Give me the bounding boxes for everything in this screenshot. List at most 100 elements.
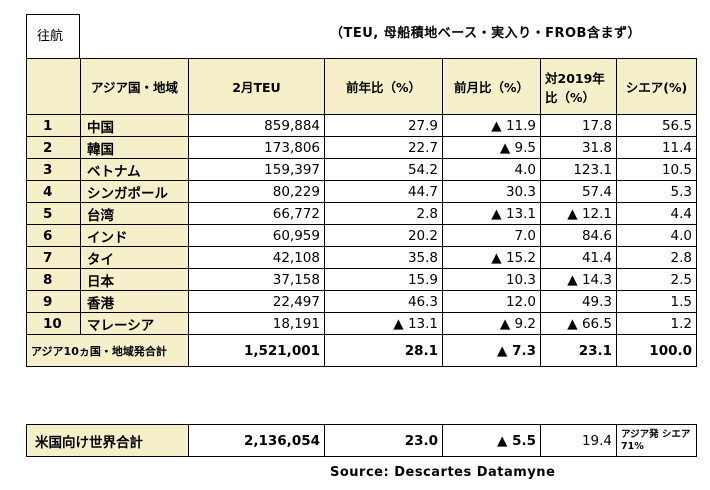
yoy-cell: 46.3 — [324, 290, 443, 313]
table-row: 10 マレーシア 18,191 ▲ 13.1 ▲ 9.2 ▲ 66.5 1.2 — [26, 312, 697, 335]
yoy-cell: 2.8 — [324, 202, 443, 225]
vs2019-cell: ▲ 14.3 — [540, 268, 617, 291]
yoy-cell: 54.2 — [324, 158, 443, 181]
container-volume-table: アジア国・地域 2月TEU 前年比（%） 前月比（%） 対2019年比（%） シ… — [26, 58, 697, 367]
share-cell: 11.4 — [616, 136, 697, 159]
rank-cell: 9 — [26, 290, 81, 313]
share-cell: 1.5 — [616, 290, 697, 313]
header-vs2019: 対2019年比（%） — [540, 58, 617, 115]
vs2019-cell: 57.4 — [540, 180, 617, 203]
rank-cell: 3 — [26, 158, 81, 181]
us-total-teu: 2,136,054 — [188, 424, 325, 457]
region-name-cell: 香港 — [80, 290, 189, 313]
table-row: 8 日本 37,158 15.9 10.3 ▲ 14.3 2.5 — [26, 268, 697, 291]
us-total-vs2019: 19.4 — [540, 424, 617, 457]
yoy-cell: 15.9 — [324, 268, 443, 291]
region-name-cell: ベトナム — [80, 158, 189, 181]
region-name-cell: 韓国 — [80, 136, 189, 159]
yoy-cell: 27.9 — [324, 114, 443, 137]
rank-cell: 5 — [26, 202, 81, 225]
mom-cell: ▲ 13.1 — [442, 202, 541, 225]
share-cell: 10.5 — [616, 158, 697, 181]
table-row: 2 韓国 173,806 22.7 ▲ 9.5 31.8 11.4 — [26, 136, 697, 159]
region-name-cell: 台湾 — [80, 202, 189, 225]
asia-total-mom: ▲ 7.3 — [442, 334, 541, 367]
mom-cell: ▲ 9.2 — [442, 312, 541, 335]
region-name-cell: 中国 — [80, 114, 189, 137]
us-total-yoy: 23.0 — [324, 424, 443, 457]
teu-cell: 60,959 — [188, 224, 325, 247]
mom-cell: 7.0 — [442, 224, 541, 247]
teu-cell: 42,108 — [188, 246, 325, 269]
vs2019-cell: 31.8 — [540, 136, 617, 159]
share-cell: 1.2 — [616, 312, 697, 335]
asia-total-yoy: 28.1 — [324, 334, 443, 367]
direction-label: 往航 — [26, 14, 80, 58]
teu-cell: 80,229 — [188, 180, 325, 203]
header-mom: 前月比（%） — [442, 58, 541, 115]
share-cell: 2.8 — [616, 246, 697, 269]
asia-share-note: アジア発 シエア 71% — [616, 424, 697, 457]
vs2019-cell: ▲ 66.5 — [540, 312, 617, 335]
mom-cell: ▲ 11.9 — [442, 114, 541, 137]
yoy-cell: 35.8 — [324, 246, 443, 269]
asia-total-teu: 1,521,001 — [188, 334, 325, 367]
asia-total-vs2019: 23.1 — [540, 334, 617, 367]
table-row: 9 香港 22,497 46.3 12.0 49.3 1.5 — [26, 290, 697, 313]
vs2019-cell: 49.3 — [540, 290, 617, 313]
share-cell: 2.5 — [616, 268, 697, 291]
asia-total-row: アジア10ヵ国・地域発合計 1,521,001 28.1 ▲ 7.3 23.1 … — [26, 334, 697, 367]
teu-cell: 22,497 — [188, 290, 325, 313]
table-header-row: アジア国・地域 2月TEU 前年比（%） 前月比（%） 対2019年比（%） シ… — [26, 58, 697, 115]
yoy-cell: ▲ 13.1 — [324, 312, 443, 335]
table-row: 1 中国 859,884 27.9 ▲ 11.9 17.8 56.5 — [26, 114, 697, 137]
table-row: 4 シンガポール 80,229 44.7 30.3 57.4 5.3 — [26, 180, 697, 203]
region-name-cell: インド — [80, 224, 189, 247]
rank-cell: 8 — [26, 268, 81, 291]
region-name-cell: タイ — [80, 246, 189, 269]
table-row: 6 インド 60,959 20.2 7.0 84.6 4.0 — [26, 224, 697, 247]
teu-cell: 159,397 — [188, 158, 325, 181]
mom-cell: ▲ 9.5 — [442, 136, 541, 159]
header-rank — [26, 58, 81, 115]
rank-cell: 10 — [26, 312, 81, 335]
vs2019-cell: 84.6 — [540, 224, 617, 247]
vs2019-cell: ▲ 12.1 — [540, 202, 617, 225]
mom-cell: 30.3 — [442, 180, 541, 203]
table-row: 7 タイ 42,108 35.8 ▲ 15.2 41.4 2.8 — [26, 246, 697, 269]
rank-cell: 2 — [26, 136, 81, 159]
asia-total-share: 100.0 — [616, 334, 697, 367]
table-row: 5 台湾 66,772 2.8 ▲ 13.1 ▲ 12.1 4.4 — [26, 202, 697, 225]
teu-cell: 173,806 — [188, 136, 325, 159]
us-total-mom: ▲ 5.5 — [442, 424, 541, 457]
vs2019-cell: 123.1 — [540, 158, 617, 181]
vs2019-cell: 41.4 — [540, 246, 617, 269]
rank-cell: 7 — [26, 246, 81, 269]
us-total-row: 米国向け世界合計 2,136,054 23.0 ▲ 5.5 19.4 アジア発 … — [26, 424, 697, 457]
mom-cell: ▲ 15.2 — [442, 246, 541, 269]
yoy-cell: 44.7 — [324, 180, 443, 203]
header-teu: 2月TEU — [188, 58, 325, 115]
mom-cell: 10.3 — [442, 268, 541, 291]
header-share: シエア(%) — [616, 58, 697, 115]
mom-cell: 12.0 — [442, 290, 541, 313]
yoy-cell: 22.7 — [324, 136, 443, 159]
table-row: 3 ベトナム 159,397 54.2 4.0 123.1 10.5 — [26, 158, 697, 181]
source-credit: Source: Descartes Datamyne — [330, 465, 556, 480]
teu-cell: 66,772 — [188, 202, 325, 225]
region-name-cell: 日本 — [80, 268, 189, 291]
header-region: アジア国・地域 — [80, 58, 189, 115]
yoy-cell: 20.2 — [324, 224, 443, 247]
rank-cell: 1 — [26, 114, 81, 137]
us-total-table: 米国向け世界合計 2,136,054 23.0 ▲ 5.5 19.4 アジア発 … — [26, 424, 697, 457]
share-cell: 56.5 — [616, 114, 697, 137]
teu-cell: 18,191 — [188, 312, 325, 335]
share-cell: 4.4 — [616, 202, 697, 225]
rank-cell: 6 — [26, 224, 81, 247]
header-yoy: 前年比（%） — [324, 58, 443, 115]
teu-cell: 37,158 — [188, 268, 325, 291]
teu-cell: 859,884 — [188, 114, 325, 137]
mom-cell: 4.0 — [442, 158, 541, 181]
unit-note: （TEU, 母船積地ベース・実入り・FROB含まず） — [330, 26, 641, 41]
vs2019-cell: 17.8 — [540, 114, 617, 137]
